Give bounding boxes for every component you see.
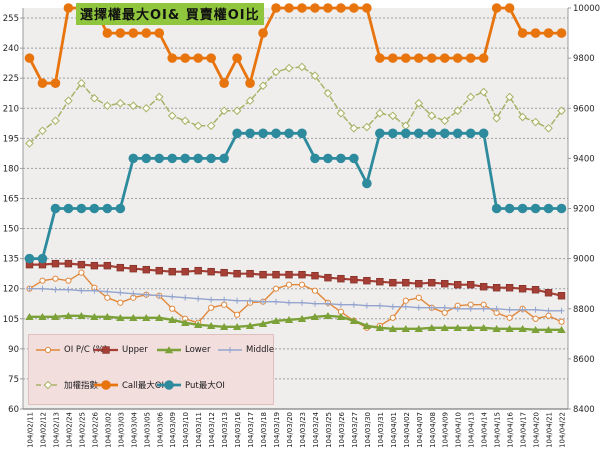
series-7 bbox=[24, 128, 567, 264]
svg-text:9000: 9000 bbox=[573, 255, 595, 265]
svg-text:104/03/17: 104/03/17 bbox=[247, 412, 255, 448]
legend-swatch bbox=[36, 380, 60, 390]
svg-text:90: 90 bbox=[8, 345, 19, 355]
legend-label: OI P/C (%) bbox=[64, 345, 108, 355]
legend-item-4: Middle bbox=[217, 343, 274, 357]
x-axis-labels: 104/02/11 104/02/12 104/02/13 104/02/24 104/… bbox=[26, 411, 566, 447]
svg-text:104/03/31: 104/03/31 bbox=[377, 412, 385, 448]
svg-text:104/04/02: 104/04/02 bbox=[403, 412, 411, 448]
svg-text:8600: 8600 bbox=[573, 355, 595, 365]
legend-item-6: Call最大OI bbox=[93, 378, 164, 392]
svg-text:104/03/30: 104/03/30 bbox=[364, 412, 372, 448]
svg-text:225: 225 bbox=[3, 74, 19, 84]
chart-title: 選擇權最大OI& 買賣權OI比 bbox=[76, 3, 264, 25]
svg-text:104/03/26: 104/03/26 bbox=[338, 411, 346, 447]
svg-text:8800: 8800 bbox=[573, 305, 595, 315]
series-3 bbox=[25, 311, 566, 334]
svg-text:104/02/26: 104/02/26 bbox=[91, 411, 99, 447]
svg-text:165: 165 bbox=[3, 194, 19, 204]
svg-text:104/03/03: 104/03/03 bbox=[117, 412, 125, 448]
svg-text:9600: 9600 bbox=[573, 104, 595, 114]
legend-swatch bbox=[36, 346, 60, 354]
svg-text:104/04/17: 104/04/17 bbox=[520, 412, 528, 448]
svg-text:104/02/11: 104/02/11 bbox=[26, 412, 34, 448]
svg-text:104/04/07: 104/04/07 bbox=[416, 412, 424, 448]
legend-swatch bbox=[218, 347, 242, 353]
svg-text:75: 75 bbox=[8, 375, 19, 385]
svg-text:104/04/08: 104/04/08 bbox=[429, 412, 437, 448]
svg-text:104/03/13: 104/03/13 bbox=[221, 412, 229, 448]
legend-label: Middle bbox=[246, 345, 275, 355]
svg-text:104/03/06: 104/03/06 bbox=[156, 411, 164, 447]
svg-text:255: 255 bbox=[3, 14, 19, 24]
svg-text:104/03/25: 104/03/25 bbox=[325, 412, 333, 448]
legend-item-2: Upper bbox=[93, 343, 148, 357]
series-4 bbox=[26, 285, 565, 314]
svg-text:104/02/24: 104/02/24 bbox=[65, 411, 73, 447]
svg-text:104/02/12: 104/02/12 bbox=[39, 412, 47, 448]
svg-text:195: 195 bbox=[3, 134, 19, 144]
legend-swatch bbox=[157, 380, 181, 390]
svg-text:104/03/20: 104/03/20 bbox=[286, 412, 294, 448]
svg-text:120: 120 bbox=[3, 285, 19, 295]
series-6 bbox=[24, 3, 567, 88]
svg-text:135: 135 bbox=[3, 255, 19, 265]
legend-label: Call最大OI bbox=[122, 381, 165, 391]
svg-text:180: 180 bbox=[3, 164, 19, 174]
svg-text:104/04/22: 104/04/22 bbox=[559, 412, 567, 448]
legend-label: Lower bbox=[185, 345, 211, 355]
legend-label: Put最大OI bbox=[185, 381, 225, 391]
legend-label: Upper bbox=[122, 345, 148, 355]
svg-text:104/03/27: 104/03/27 bbox=[351, 412, 359, 448]
svg-text:104/03/19: 104/03/19 bbox=[273, 412, 281, 448]
svg-text:104/03/10: 104/03/10 bbox=[182, 412, 190, 448]
svg-text:60: 60 bbox=[8, 405, 19, 415]
svg-text:104/03/09: 104/03/09 bbox=[169, 412, 177, 448]
svg-text:210: 210 bbox=[3, 104, 19, 114]
legend-swatch bbox=[94, 346, 118, 354]
svg-text:104/04/16: 104/04/16 bbox=[507, 411, 515, 447]
legend-item-5: 加權指數 bbox=[35, 378, 98, 392]
svg-text:104/02/13: 104/02/13 bbox=[52, 412, 60, 448]
svg-text:104/03/05: 104/03/05 bbox=[143, 412, 151, 448]
svg-text:104/02/25: 104/02/25 bbox=[78, 412, 86, 448]
legend-swatch bbox=[94, 380, 118, 390]
svg-text:104/04/13: 104/04/13 bbox=[468, 412, 476, 448]
svg-text:104/03/12: 104/03/12 bbox=[208, 412, 216, 448]
svg-text:240: 240 bbox=[3, 44, 19, 54]
svg-text:104/04/10: 104/04/10 bbox=[455, 412, 463, 448]
svg-text:104/04/21: 104/04/21 bbox=[546, 412, 554, 448]
legend-item-1: OI P/C (%) bbox=[35, 343, 107, 357]
svg-text:9200: 9200 bbox=[573, 205, 595, 215]
legend-item-3: Lower bbox=[156, 343, 210, 357]
svg-text:9400: 9400 bbox=[573, 154, 595, 164]
svg-text:104/03/04: 104/03/04 bbox=[130, 411, 138, 447]
svg-text:104/04/15: 104/04/15 bbox=[494, 412, 502, 448]
svg-text:10000: 10000 bbox=[573, 4, 600, 14]
left-axis-labels: 255 240 225 210 195 180 165 150 135 120 105 90 75 60 bbox=[3, 14, 23, 415]
series-5 bbox=[25, 62, 566, 148]
svg-text:104/03/23: 104/03/23 bbox=[299, 412, 307, 448]
svg-text:104/03/02: 104/03/02 bbox=[104, 412, 112, 448]
svg-text:104/03/18: 104/03/18 bbox=[260, 412, 268, 448]
svg-text:104/04/01: 104/04/01 bbox=[390, 412, 398, 448]
svg-text:9800: 9800 bbox=[573, 54, 595, 64]
svg-text:104/04/14: 104/04/14 bbox=[481, 411, 489, 447]
svg-text:104/03/11: 104/03/11 bbox=[195, 412, 203, 448]
legend: OI P/C (%) Upper Lower Middle 加權指數 Call最大OI Pu… bbox=[28, 334, 274, 405]
legend-label: 加權指數 bbox=[64, 381, 99, 391]
svg-text:104/04/09: 104/04/09 bbox=[442, 412, 450, 448]
series-2 bbox=[25, 259, 566, 300]
svg-text:104/04/20: 104/04/20 bbox=[533, 412, 541, 448]
svg-text:8400: 8400 bbox=[573, 405, 595, 415]
svg-text:104/03/16: 104/03/16 bbox=[234, 411, 242, 447]
legend-swatch bbox=[157, 346, 181, 354]
svg-text:104/03/24: 104/03/24 bbox=[312, 411, 320, 447]
svg-text:150: 150 bbox=[3, 225, 19, 235]
svg-text:105: 105 bbox=[3, 315, 19, 325]
right-axis-labels: 10000 9800 9600 9400 9200 9000 8800 8600 8400 bbox=[568, 4, 600, 415]
legend-item-7: Put最大OI bbox=[156, 378, 225, 392]
